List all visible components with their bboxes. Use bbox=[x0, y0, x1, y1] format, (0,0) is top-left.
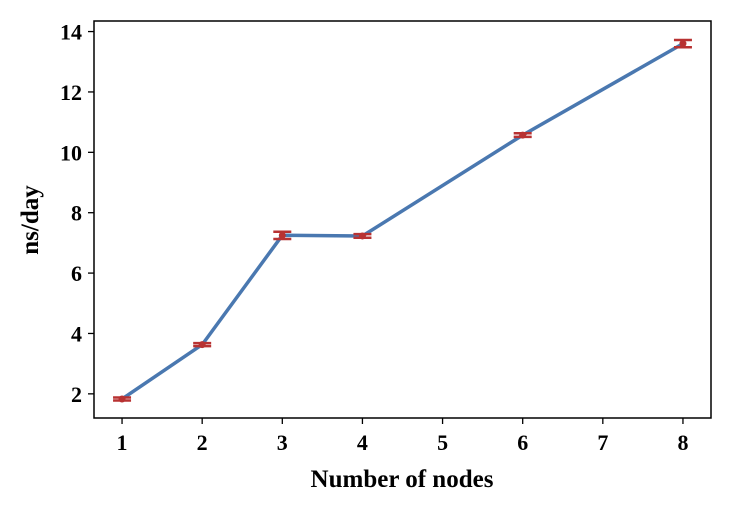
y-tick-label: 4 bbox=[71, 321, 82, 346]
x-tick-label: 7 bbox=[597, 430, 608, 455]
x-tick-label: 1 bbox=[117, 430, 128, 455]
y-axis: 2 4 6 8 10 12 14 bbox=[60, 20, 94, 407]
y-tick-label: 12 bbox=[60, 80, 82, 105]
y-tick-label: 2 bbox=[71, 382, 82, 407]
x-tick-label: 5 bbox=[437, 430, 448, 455]
y-tick-label: 14 bbox=[60, 20, 82, 45]
series-line bbox=[121, 42, 684, 401]
y-tick-label: 8 bbox=[71, 201, 82, 226]
x-tick-label: 8 bbox=[677, 430, 688, 455]
x-tick-label: 4 bbox=[357, 430, 368, 455]
plot-frame bbox=[93, 20, 712, 419]
x-tick-label: 2 bbox=[197, 430, 208, 455]
x-axis: 1 2 3 4 5 6 7 8 bbox=[117, 418, 688, 455]
x-axis-title: Number of nodes bbox=[311, 466, 494, 493]
y-axis-title: ns/day bbox=[17, 185, 44, 255]
data-point bbox=[358, 232, 366, 240]
y-tick-label: 10 bbox=[60, 140, 82, 165]
y-tick-label: 6 bbox=[71, 261, 82, 286]
data-point bbox=[198, 341, 206, 349]
data-point bbox=[519, 131, 527, 139]
data-point bbox=[679, 40, 687, 48]
x-tick-label: 3 bbox=[277, 430, 288, 455]
data-point bbox=[118, 395, 126, 403]
series-layer bbox=[113, 38, 692, 403]
x-tick-label: 6 bbox=[517, 430, 528, 455]
data-point bbox=[278, 231, 286, 239]
